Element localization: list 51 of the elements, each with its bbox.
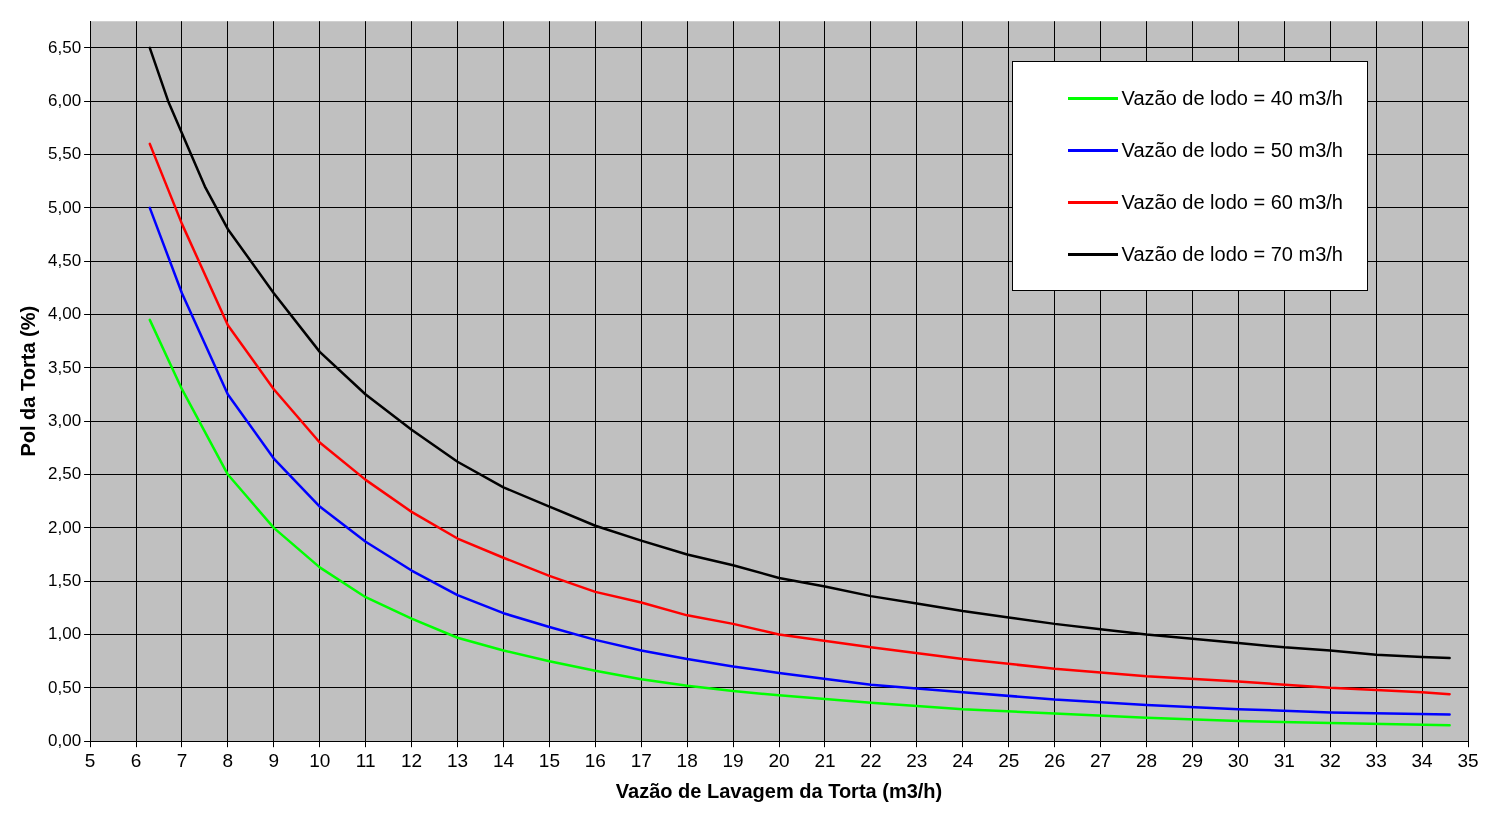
legend-label: Vazão de lodo = 40 m3/h <box>1121 86 1343 110</box>
x-tick-label: 17 <box>630 749 652 771</box>
y-tick-label: 5,50 <box>47 144 82 164</box>
y-tick-label: 0,00 <box>47 730 82 750</box>
y-tick-label: 2,50 <box>47 464 82 484</box>
y-tick-label: 3,50 <box>47 357 82 377</box>
y-tick-label: 4,50 <box>47 250 82 270</box>
x-tick-label: 6 <box>130 749 142 771</box>
x-tick-label: 18 <box>676 749 698 771</box>
x-tick-label: 35 <box>1457 749 1479 771</box>
x-tick-label: 12 <box>401 749 423 771</box>
x-tick-label: 13 <box>446 749 469 771</box>
x-tick-label: 31 <box>1273 749 1295 771</box>
x-tick-label: 11 <box>355 749 376 771</box>
x-tick-label: 8 <box>222 749 234 771</box>
legend-label: Vazão de lodo = 70 m3/h <box>1121 242 1343 266</box>
legend-label: Vazão de lodo = 60 m3/h <box>1121 190 1343 214</box>
y-tick-label: 4,00 <box>47 304 82 324</box>
x-tick-label: 22 <box>860 749 882 771</box>
x-tick-label: 25 <box>998 749 1020 771</box>
x-tick-label: 24 <box>952 749 974 771</box>
x-tick-label: 15 <box>538 749 560 771</box>
x-tick-label: 9 <box>268 749 280 771</box>
y-tick-label: 6,50 <box>47 37 82 57</box>
x-tick-label: 32 <box>1319 749 1341 771</box>
x-tick-label: 5 <box>84 749 96 771</box>
x-tick-label: 10 <box>309 749 331 771</box>
x-tick-label: 33 <box>1365 749 1387 771</box>
x-tick-label: 28 <box>1135 749 1158 771</box>
x-tick-label: 29 <box>1181 749 1203 771</box>
y-axis-title: Pol da Torta (%) <box>16 305 39 457</box>
y-tick-label: 5,00 <box>47 197 82 217</box>
x-tick-label: 7 <box>176 749 188 771</box>
x-axis-title: Vazão de Lavagem da Torta (m3/h) <box>615 779 943 802</box>
y-tick-label: 0,50 <box>47 677 82 697</box>
x-tick-label: 26 <box>1044 749 1066 771</box>
x-tick-label: 23 <box>906 749 928 771</box>
x-tick-label: 16 <box>584 749 606 771</box>
y-tick-label: 1,00 <box>47 624 82 644</box>
x-tick-label: 14 <box>492 749 515 771</box>
x-tick-label: 20 <box>768 749 790 771</box>
x-tick-label: 21 <box>814 749 836 771</box>
y-tick-label: 1,50 <box>47 570 82 590</box>
x-tick-label: 34 <box>1411 749 1434 771</box>
y-tick-label: 3,00 <box>47 410 82 430</box>
y-tick-label: 2,00 <box>47 517 82 537</box>
x-tick-label: 27 <box>1089 749 1112 771</box>
y-tick-label: 6,00 <box>47 90 82 110</box>
x-tick-label: 19 <box>722 749 744 771</box>
legend-label: Vazão de lodo = 50 m3/h <box>1121 138 1343 162</box>
x-tick-label: 30 <box>1227 749 1249 771</box>
